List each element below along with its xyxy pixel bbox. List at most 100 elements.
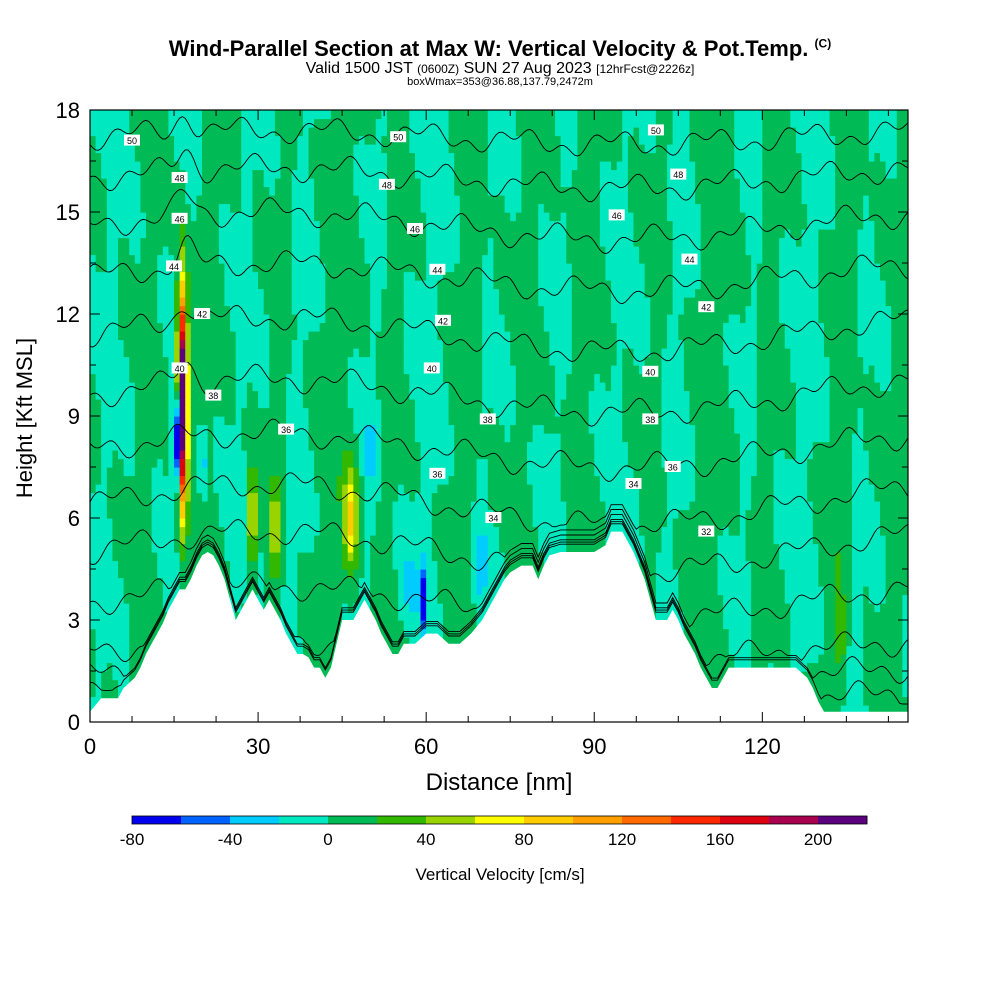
velocity-cell: [431, 246, 438, 256]
velocity-cell: [314, 110, 321, 120]
velocity-cell: [140, 246, 147, 256]
velocity-cell: [375, 152, 382, 162]
velocity-cell: [370, 331, 377, 341]
velocity-cell: [342, 586, 349, 596]
velocity-cell: [123, 492, 130, 502]
velocity-cell: [476, 611, 483, 621]
velocity-cell: [370, 220, 377, 230]
velocity-cell: [157, 560, 164, 570]
velocity-cell: [398, 348, 405, 358]
velocity-cell: [386, 569, 394, 579]
velocity-cell: [392, 467, 399, 477]
velocity-cell: [274, 552, 282, 562]
velocity-cell: [112, 212, 119, 222]
velocity-cell: [90, 484, 97, 494]
velocity-cell: [112, 645, 119, 655]
velocity-cell: [454, 280, 461, 290]
velocity-cell: [162, 288, 170, 298]
velocity-cell: [112, 322, 119, 332]
velocity-cell: [246, 314, 254, 324]
velocity-cell: [381, 144, 388, 154]
velocity-cell: [269, 195, 276, 205]
velocity-cell: [112, 186, 119, 196]
velocity-cell: [151, 611, 158, 621]
velocity-cell: [297, 407, 304, 417]
velocity-cell: [291, 127, 298, 137]
velocity-cell: [314, 569, 321, 579]
velocity-cell: [179, 509, 186, 519]
velocity-cell: [403, 280, 410, 290]
velocity-cell: [258, 424, 265, 434]
velocity-cell: [140, 186, 147, 196]
velocity-cell: [218, 407, 226, 417]
velocity-cell: [112, 577, 119, 587]
velocity-cell: [353, 586, 360, 596]
velocity-cell: [420, 263, 427, 273]
velocity-cell: [291, 390, 298, 400]
velocity-cell: [319, 654, 326, 664]
velocity-cell: [448, 263, 455, 273]
velocity-cell: [448, 254, 455, 264]
velocity-cell: [90, 382, 97, 392]
velocity-cell: [196, 535, 203, 545]
velocity-cell: [179, 118, 186, 128]
velocity-cell: [465, 263, 472, 273]
velocity-cell: [112, 348, 119, 358]
velocity-cell: [106, 229, 114, 239]
velocity-cell: [375, 424, 382, 434]
velocity-cell: [409, 594, 416, 604]
velocity-cell: [465, 441, 472, 451]
velocity-cell: [325, 110, 332, 120]
velocity-cell: [347, 365, 354, 375]
velocity-cell: [129, 433, 136, 443]
velocity-cell: [224, 118, 231, 128]
velocity-cell: [347, 569, 354, 579]
velocity-cell: [286, 118, 293, 128]
velocity-cell: [386, 518, 394, 528]
velocity-cell: [454, 441, 461, 451]
velocity-cell: [112, 569, 119, 579]
velocity-cell: [442, 509, 450, 519]
velocity-cell: [386, 110, 394, 120]
velocity-cell: [414, 433, 422, 443]
velocity-cell: [353, 552, 360, 562]
velocity-cell: [392, 475, 399, 485]
velocity-cell: [442, 237, 450, 247]
velocity-cell: [129, 628, 136, 638]
velocity-cell: [409, 569, 416, 579]
velocity-cell: [286, 144, 293, 154]
velocity-cell: [190, 280, 198, 290]
velocity-cell: [280, 297, 287, 307]
velocity-cell: [235, 314, 242, 324]
velocity-cell: [140, 543, 147, 553]
velocity-cell: [213, 203, 220, 213]
velocity-cell: [386, 577, 394, 587]
velocity-cell: [263, 441, 270, 451]
velocity-cell: [448, 484, 455, 494]
velocity-cell: [347, 135, 354, 145]
velocity-cell: [420, 271, 427, 281]
velocity-cell: [437, 356, 444, 366]
velocity-cell: [106, 467, 114, 477]
velocity-cell: [431, 628, 438, 638]
velocity-cell: [409, 339, 416, 349]
velocity-cell: [280, 535, 287, 545]
velocity-cell: [398, 577, 405, 587]
velocity-cell: [207, 373, 214, 383]
velocity-cell: [179, 526, 186, 536]
velocity-cell: [134, 662, 142, 672]
velocity-cell: [325, 518, 332, 528]
velocity-cell: [230, 271, 237, 281]
velocity-cell: [336, 127, 343, 137]
velocity-cell: [314, 314, 321, 324]
velocity-cell: [470, 110, 478, 120]
velocity-cell: [291, 254, 298, 264]
velocity-cell: [179, 433, 186, 443]
velocity-cell: [370, 450, 377, 460]
velocity-cell: [185, 271, 192, 281]
velocity-cell: [106, 458, 114, 468]
velocity-cell: [207, 518, 214, 528]
velocity-cell: [336, 535, 343, 545]
velocity-cell: [235, 543, 242, 553]
velocity-cell: [151, 620, 158, 630]
